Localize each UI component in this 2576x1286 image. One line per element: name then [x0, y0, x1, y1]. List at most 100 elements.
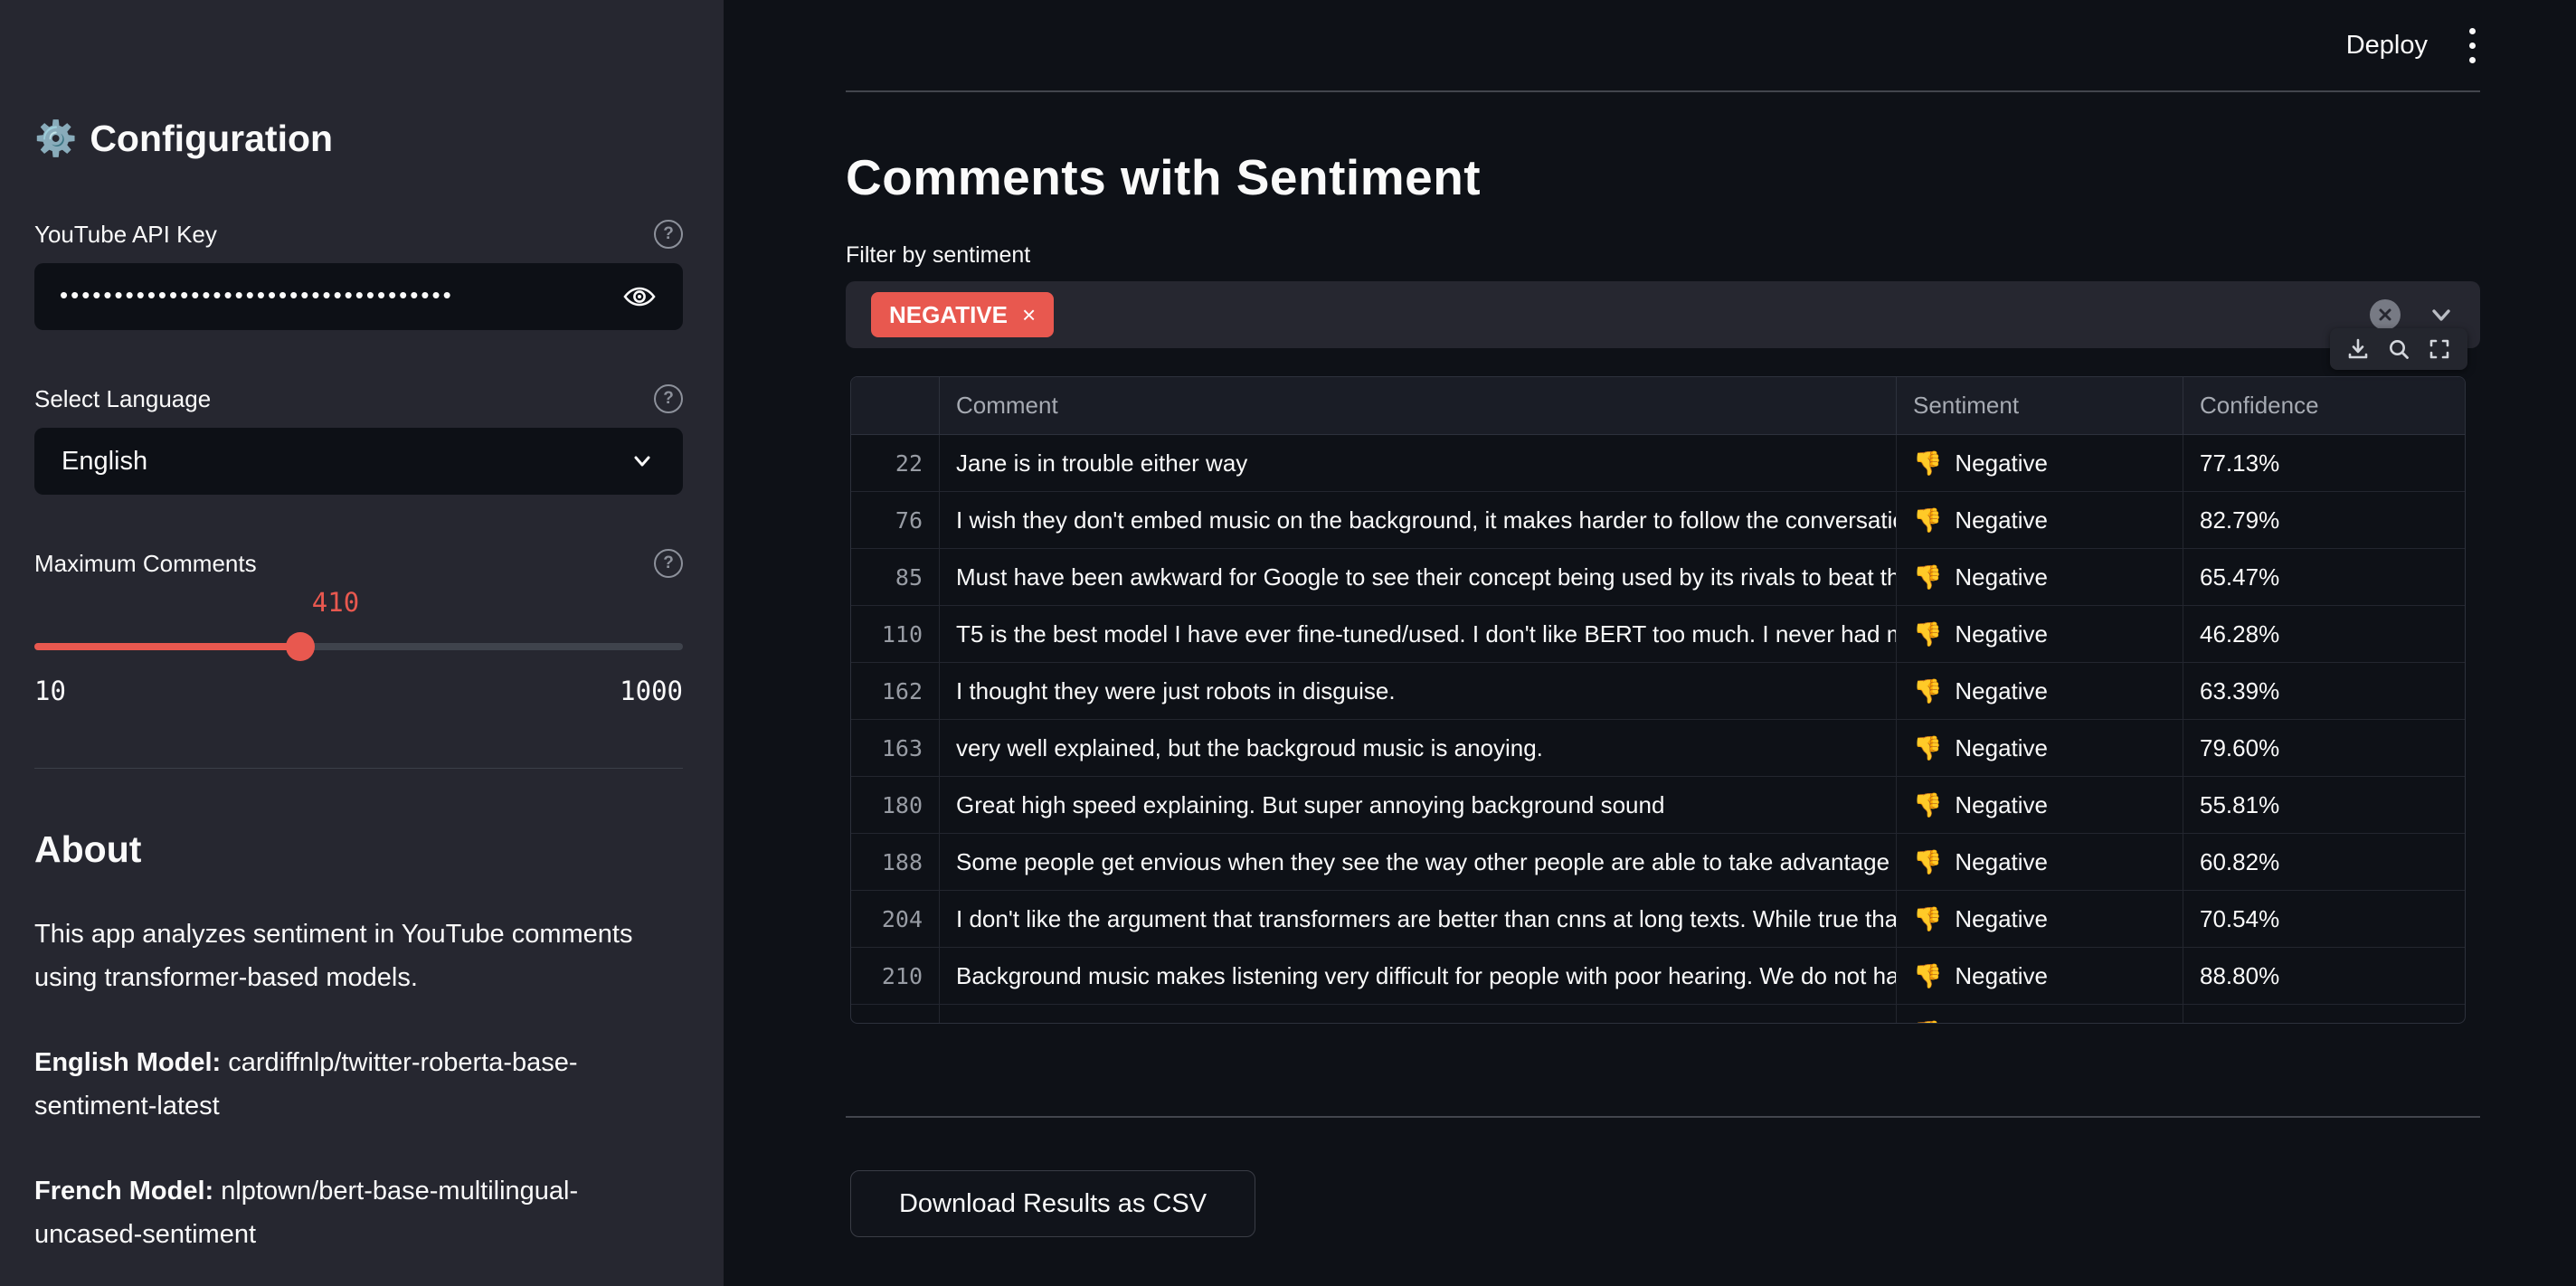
deploy-button[interactable]: Deploy — [2345, 30, 2428, 60]
sentiment-cell[interactable]: 👎 Negative — [1897, 720, 2183, 776]
overflow-menu-icon[interactable] — [2466, 22, 2478, 69]
comment-cell[interactable]: Must have been awkward for Google to see… — [940, 549, 1897, 605]
configuration-title: Configuration — [90, 118, 334, 159]
confidence-cell[interactable]: 55.81% — [2200, 790, 2280, 818]
help-icon[interactable]: ? — [654, 384, 683, 413]
help-icon[interactable]: ? — [654, 220, 683, 249]
table-row[interactable]: 204 I don't like the argument that trans… — [851, 891, 2465, 948]
comment-cell[interactable]: Jane is in trouble either way — [940, 435, 1897, 491]
sentiment-cell[interactable]: 👎 Negative — [1897, 663, 2183, 719]
sentiment-value: Negative — [1955, 449, 2048, 477]
language-selected-value: English — [62, 446, 148, 476]
index-column-header — [851, 377, 940, 434]
confidence-cell[interactable]: 63.39% — [2200, 676, 2280, 704]
confidence-cell[interactable]: 46.28% — [2200, 619, 2280, 648]
sentiment-cell[interactable]: 👎 Negative — [1897, 891, 2183, 947]
thumbs-down-icon: 👎 — [1913, 961, 1943, 989]
thumbs-down-icon: 👎 — [1913, 506, 1943, 534]
confidence-cell[interactable]: 88.80% — [2200, 961, 2280, 989]
row-index: 180 — [851, 777, 940, 833]
comment-cell[interactable]: I thought they were just robots in disgu… — [940, 663, 1897, 719]
confidence-column-header[interactable]: Confidence — [2183, 377, 2465, 434]
sentiment-cell[interactable]: 👎 Negative — [1897, 549, 2183, 605]
help-icon[interactable]: ? — [654, 549, 683, 578]
table-row[interactable]: 180 Great high speed explaining. But sup… — [851, 777, 2465, 834]
max-comments-slider[interactable]: 410 10 1000 — [34, 587, 683, 710]
bottom-divider — [846, 1116, 2480, 1118]
sentiment-cell[interactable]: 👎 Negative — [1897, 1005, 2183, 1024]
confidence-cell[interactable]: 65.47% — [2200, 563, 2280, 591]
table-row[interactable]: 22 Jane is in trouble either way 👎 Negati… — [851, 435, 2465, 492]
sentiment-cell[interactable]: 👎 Negative — [1897, 606, 2183, 662]
sentiment-value: Negative — [1955, 904, 2048, 932]
download-icon[interactable] — [2345, 336, 2371, 362]
filter-tag-negative[interactable]: NEGATIVE × — [871, 292, 1055, 337]
sentiment-column-header[interactable]: Sentiment — [1897, 377, 2183, 434]
slider-thumb[interactable] — [286, 632, 315, 661]
thumbs-down-icon: 👎 — [1913, 676, 1943, 704]
download-csv-button[interactable]: Download Results as CSV — [850, 1170, 1255, 1237]
comment-cell[interactable]: "It also was a sample of much better" us… — [940, 1005, 1897, 1023]
comment-cell[interactable]: Some people get envious when they see th… — [940, 834, 1897, 890]
thumbs-down-icon: 👎 — [1913, 449, 1943, 477]
sentiment-cell[interactable]: 👎 Negative — [1897, 492, 2183, 548]
thumbs-down-icon: 👎 — [1913, 1019, 1942, 1024]
comment-cell[interactable]: I wish they don't embed music on the bac… — [940, 492, 1897, 548]
slider-value: 410 — [311, 587, 360, 618]
remove-tag-icon[interactable]: × — [1021, 300, 1037, 328]
sentiment-cell[interactable]: 👎 Negative — [1897, 834, 2183, 890]
table-row[interactable]: 76 I wish they don't embed music on the … — [851, 492, 2465, 549]
chevron-down-icon — [629, 448, 656, 475]
confidence-cell[interactable]: 77.13% — [2200, 449, 2280, 477]
slider-max-label: 1000 — [620, 676, 683, 706]
sentiment-value: Negative — [1955, 961, 2048, 989]
row-index: 163 — [851, 720, 940, 776]
sentiment-value: Negative — [1955, 790, 2048, 818]
gear-icon: ⚙️ — [34, 119, 78, 158]
comment-cell[interactable]: very well explained, but the backgroud m… — [940, 720, 1897, 776]
row-index: 204 — [851, 891, 940, 947]
comment-column-header[interactable]: Comment — [940, 377, 1897, 434]
page-title: Comments with Sentiment — [846, 149, 1482, 205]
english-model-value: cardiffnlp/twitter-roberta-base-sentimen… — [34, 1048, 578, 1121]
table-row-partial[interactable]: "It also was a sample of much better" us… — [851, 1005, 2465, 1024]
french-model-value: nlptown/bert-base-multilingual-uncased-s… — [34, 1177, 579, 1249]
table-row[interactable]: 210 Background music makes listening ver… — [851, 948, 2465, 1005]
filter-tag-label: NEGATIVE — [889, 300, 1008, 328]
row-index — [851, 1005, 940, 1023]
sentiment-cell[interactable]: 👎 Negative — [1897, 948, 2183, 1004]
sidebar: ⚙️ Configuration YouTube API Key ? •••••… — [0, 0, 724, 1286]
sentiment-multiselect[interactable]: NEGATIVE × — [846, 281, 2480, 348]
language-select[interactable]: English — [34, 428, 683, 495]
comment-cell[interactable]: Great high speed explaining. But super a… — [940, 777, 1897, 833]
sentiment-value: Negative — [1955, 619, 2048, 648]
confidence-cell[interactable]: 92.85% — [2183, 1005, 2465, 1024]
comment-cell[interactable]: Background music makes listening very di… — [940, 948, 1897, 1004]
fullscreen-icon[interactable] — [2427, 336, 2452, 362]
clear-all-icon[interactable] — [2370, 299, 2401, 330]
table-row[interactable]: 162 I thought they were just robots in d… — [851, 663, 2465, 720]
table-row[interactable]: 188 Some people get envious when they se… — [851, 834, 2465, 891]
row-index: 22 — [851, 435, 940, 491]
confidence-cell[interactable]: 82.79% — [2200, 506, 2280, 534]
top-divider — [846, 90, 2480, 92]
comment-cell[interactable]: I don't like the argument that transform… — [940, 891, 1897, 947]
slider-track[interactable] — [34, 643, 683, 650]
confidence-cell[interactable]: 79.60% — [2200, 733, 2280, 761]
chevron-down-icon[interactable] — [2426, 299, 2457, 330]
search-icon[interactable] — [2386, 336, 2411, 362]
table-row[interactable]: 85 Must have been awkward for Google to … — [851, 549, 2465, 606]
api-key-field[interactable]: •••••••••••••••••••••••••••••••••••• — [34, 263, 683, 330]
sentiment-value: Negative — [1955, 506, 2048, 534]
max-comments-label: Maximum Comments — [34, 549, 257, 577]
row-index: 85 — [851, 549, 940, 605]
sentiment-cell[interactable]: 👎 Negative — [1897, 777, 2183, 833]
eye-icon[interactable] — [621, 279, 658, 315]
sentiment-cell[interactable]: 👎 Negative — [1897, 435, 2183, 491]
confidence-cell[interactable]: 60.82% — [2200, 847, 2280, 875]
table-row[interactable]: 110 T5 is the best model I have ever fin… — [851, 606, 2465, 663]
table-row[interactable]: 163 very well explained, but the backgro… — [851, 720, 2465, 777]
comments-table[interactable]: Comment Sentiment Confidence 22 Jane is … — [850, 376, 2466, 1024]
comment-cell[interactable]: T5 is the best model I have ever fine-tu… — [940, 606, 1897, 662]
confidence-cell[interactable]: 70.54% — [2200, 904, 2280, 932]
